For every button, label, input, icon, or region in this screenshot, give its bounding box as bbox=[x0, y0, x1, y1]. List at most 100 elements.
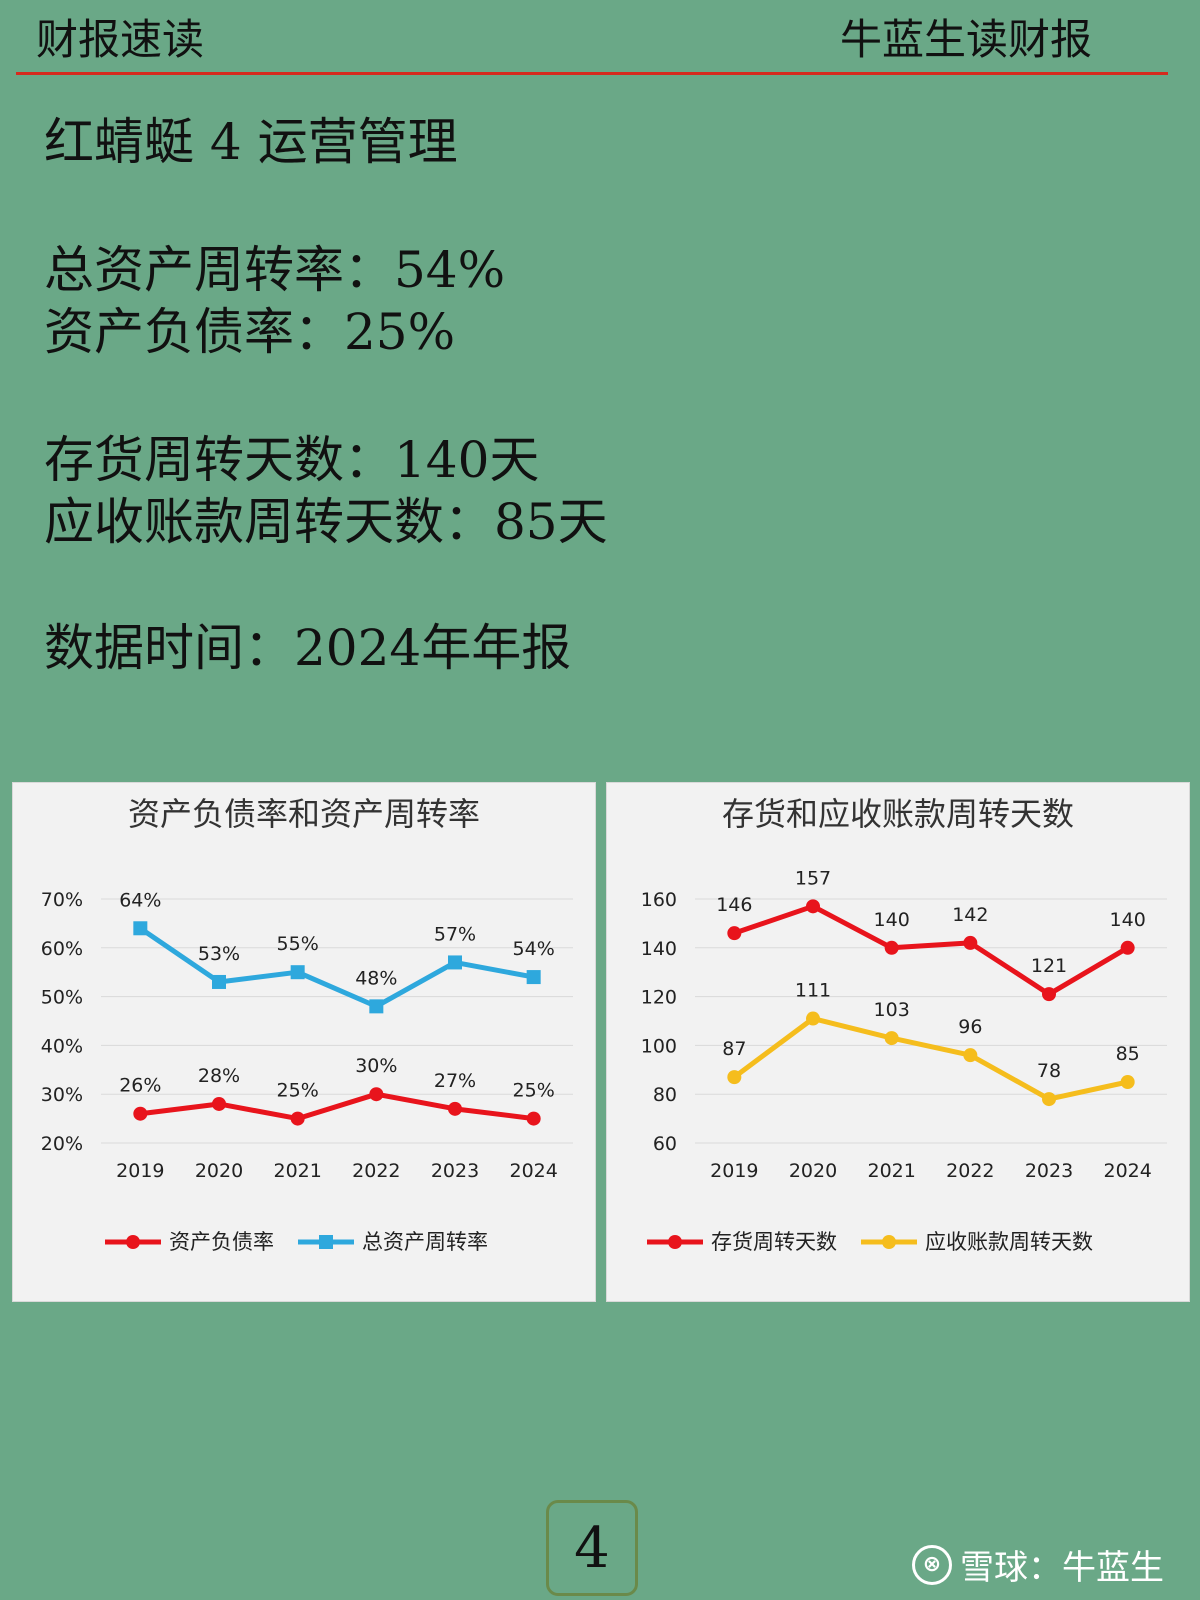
y-tick-label: 50% bbox=[41, 987, 83, 1009]
x-tick-label: 2024 bbox=[509, 1160, 557, 1182]
data-point bbox=[1042, 1092, 1056, 1107]
chart-title: 资产负债率和资产周转率 bbox=[128, 795, 480, 833]
legend-marker bbox=[668, 1235, 682, 1249]
legend-label: 总资产周转率 bbox=[362, 1230, 488, 1254]
x-tick-label: 2019 bbox=[710, 1160, 758, 1182]
legend-marker bbox=[882, 1235, 896, 1249]
data-point bbox=[212, 974, 226, 989]
x-tick-label: 2021 bbox=[867, 1160, 915, 1182]
data-label: 142 bbox=[952, 904, 988, 926]
legend-label: 资产负债率 bbox=[169, 1230, 274, 1254]
y-tick-label: 160 bbox=[641, 889, 677, 911]
y-tick-label: 100 bbox=[641, 1035, 677, 1057]
header-left-title: 财报速读 bbox=[36, 15, 205, 64]
data-label: 111 bbox=[795, 980, 831, 1002]
x-tick-label: 2022 bbox=[352, 1160, 400, 1182]
watermark-text: 雪球：牛蓝生 bbox=[960, 1548, 1164, 1588]
data-label: 121 bbox=[1031, 955, 1067, 977]
data-point bbox=[369, 999, 384, 1014]
receivable-days-text: 应收账款周转天数：85天 bbox=[44, 493, 608, 551]
y-tick-label: 70% bbox=[41, 889, 83, 911]
x-tick-label: 2023 bbox=[431, 1160, 479, 1182]
data-label: 140 bbox=[1110, 909, 1146, 931]
data-point bbox=[290, 1111, 305, 1126]
total-asset-turnover-text: 总资产周转率：54% bbox=[44, 241, 506, 299]
x-tick-label: 2022 bbox=[946, 1160, 994, 1182]
header-right-title: 牛蓝生读财报 bbox=[839, 15, 1092, 64]
series-line bbox=[137, 1091, 537, 1122]
series-line bbox=[731, 1016, 1131, 1102]
data-label: 27% bbox=[434, 1070, 476, 1092]
data-label: 87 bbox=[722, 1038, 746, 1060]
data-label: 96 bbox=[958, 1016, 982, 1038]
x-tick-label: 2019 bbox=[116, 1160, 164, 1182]
data-point bbox=[526, 1111, 541, 1126]
data-label: 55% bbox=[277, 933, 319, 955]
data-label: 57% bbox=[434, 923, 476, 945]
data-point bbox=[369, 1087, 384, 1102]
data-point bbox=[884, 940, 899, 955]
legend-label: 应收账款周转天数 bbox=[925, 1230, 1093, 1254]
data-point bbox=[806, 1011, 820, 1026]
chart-debt-turnover: 资产负债率和资产周转率 20% 30% 40% 50% 60% 70% 2019 2020 202… bbox=[41, 795, 573, 1254]
y-tick-label: 60 bbox=[653, 1133, 677, 1155]
x-tick-label: 2020 bbox=[789, 1160, 837, 1182]
data-label: 54% bbox=[513, 938, 555, 960]
data-label: 85 bbox=[1116, 1043, 1140, 1065]
y-tick-label: 120 bbox=[641, 987, 677, 1009]
data-point bbox=[727, 1070, 742, 1085]
data-point bbox=[963, 1048, 978, 1063]
chart-inventory-receivable-days: 存货和应收账款周转天数 60 80 100 120 140 160 2019 2020 2021 2… bbox=[641, 795, 1167, 1254]
data-label: 64% bbox=[119, 889, 161, 911]
data-point bbox=[963, 935, 978, 950]
data-point bbox=[1042, 987, 1056, 1002]
xueqiu-logo-icon: ⊗ bbox=[912, 1544, 952, 1585]
data-label: 157 bbox=[795, 867, 831, 889]
data-label: 25% bbox=[513, 1080, 555, 1102]
y-tick-label: 30% bbox=[41, 1084, 83, 1106]
data-point bbox=[448, 1101, 462, 1116]
legend-marker bbox=[126, 1235, 140, 1249]
y-tick-label: 60% bbox=[41, 938, 83, 960]
watermark: ⊗ 雪球：牛蓝生 bbox=[912, 1540, 1164, 1589]
x-tick-label: 2021 bbox=[273, 1160, 321, 1182]
data-point bbox=[884, 1031, 899, 1046]
data-label: 30% bbox=[355, 1055, 397, 1077]
x-tick-label: 2020 bbox=[195, 1160, 243, 1182]
page-title: 红蜻蜓 4 运营管理 bbox=[44, 113, 458, 171]
data-label: 103 bbox=[874, 999, 910, 1021]
series-line bbox=[137, 925, 537, 1009]
data-point bbox=[1120, 1075, 1135, 1089]
debt-ratio-text: 资产负债率：25% bbox=[44, 303, 456, 361]
data-point bbox=[1120, 940, 1135, 955]
data-time-text: 数据时间：2024年年报 bbox=[44, 619, 572, 677]
series-line bbox=[731, 903, 1131, 997]
data-point bbox=[133, 1106, 148, 1121]
y-tick-label: 40% bbox=[41, 1035, 83, 1057]
chart-panel-left: 资产负债率和资产周转率 20% 30% 40% 50% 60% 70% 2019 2020 202… bbox=[12, 782, 596, 1302]
data-label: 140 bbox=[874, 909, 910, 931]
data-point bbox=[448, 955, 462, 970]
page-number: 4 bbox=[546, 1500, 638, 1596]
header-divider bbox=[16, 72, 1168, 75]
data-point bbox=[727, 926, 742, 941]
y-tick-label: 140 bbox=[641, 938, 677, 960]
legend-label: 存货周转天数 bbox=[711, 1230, 837, 1254]
data-label: 78 bbox=[1037, 1060, 1061, 1082]
data-point bbox=[212, 1096, 226, 1111]
data-label: 48% bbox=[355, 967, 397, 989]
inventory-days-text: 存货周转天数：140天 bbox=[44, 431, 540, 489]
data-label: 25% bbox=[277, 1080, 319, 1102]
data-label: 26% bbox=[119, 1075, 161, 1097]
data-point bbox=[133, 921, 148, 936]
data-point bbox=[290, 965, 305, 980]
data-point bbox=[526, 970, 541, 985]
y-tick-label: 20% bbox=[41, 1133, 83, 1155]
y-tick-label: 80 bbox=[653, 1084, 677, 1106]
legend-marker bbox=[319, 1235, 333, 1249]
data-label: 28% bbox=[198, 1065, 240, 1087]
data-point bbox=[806, 899, 820, 914]
x-tick-label: 2024 bbox=[1103, 1160, 1151, 1182]
data-label: 53% bbox=[198, 943, 240, 965]
chart-panel-right: 存货和应收账款周转天数 60 80 100 120 140 160 2019 2020 2021 2… bbox=[606, 782, 1190, 1302]
